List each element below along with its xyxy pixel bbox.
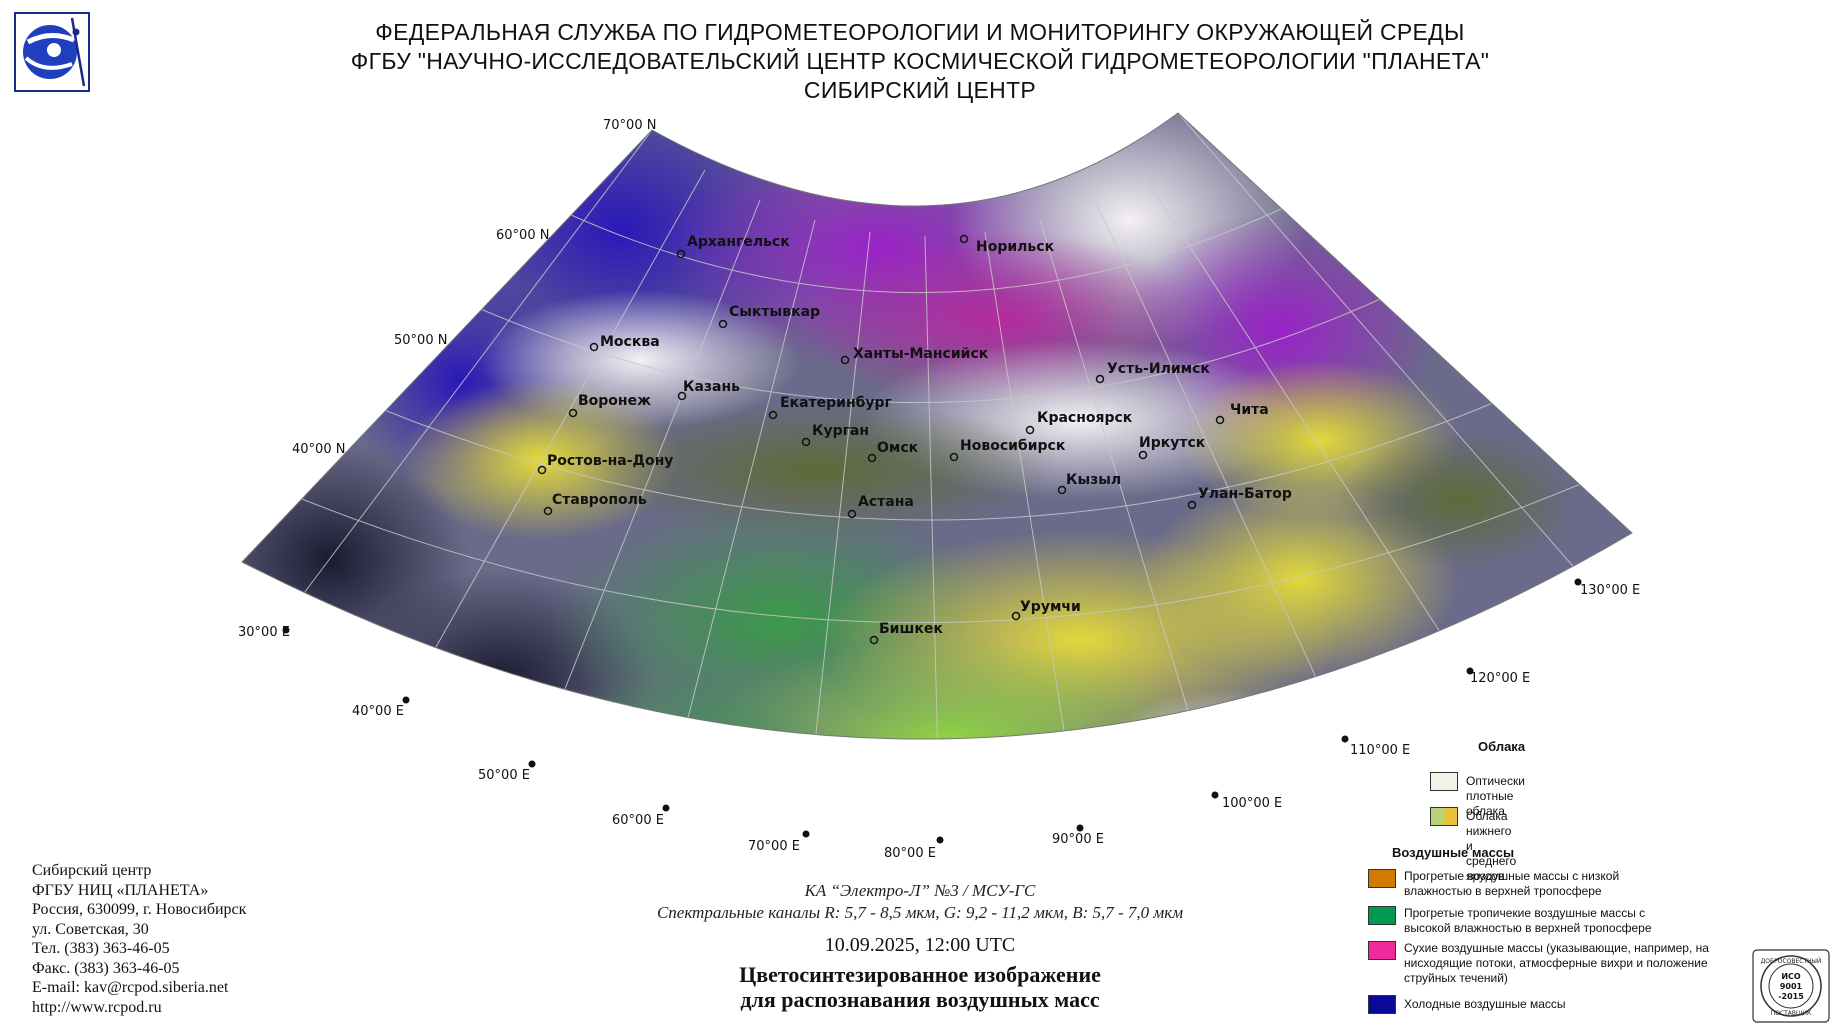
svg-text:ИСО: ИСО — [1781, 972, 1801, 981]
lon-label-120: 120°00 E — [1470, 671, 1530, 686]
planeta-logo — [14, 12, 90, 92]
satellite-info: КА “Электро-Л” №3 / МСУ-ГС Спектральные … — [560, 880, 1280, 924]
city-label: Ростов-на-Дону — [547, 453, 673, 469]
city-label: Ханты-Мансийск — [853, 346, 989, 362]
city-label: Кызыл — [1066, 472, 1121, 488]
image-datetime: 10.09.2025, 12:00 UTC — [824, 934, 1016, 956]
city-label: Екатеринбург — [780, 395, 892, 411]
lat-label-60: 60°00 N — [496, 228, 549, 243]
city-label: Астана — [858, 494, 914, 510]
city-label: Воронеж — [578, 393, 651, 409]
legend-swatch-dry-air — [1368, 941, 1396, 960]
lon-label-90: 90°00 E — [1052, 832, 1104, 847]
legend-label: Прогретые тропичекие воздушные массы с в… — [1404, 906, 1652, 935]
city-label: Норильск — [976, 239, 1055, 255]
legend-swatch-dense-clouds — [1430, 772, 1458, 791]
title-line-1: Цветосинтезированное изображение — [739, 962, 1101, 987]
lon-label-80: 80°00 E — [884, 846, 936, 861]
organization-header: ФЕДЕРАЛЬНАЯ СЛУЖБА ПО ГИДРОМЕТЕОРОЛОГИИ … — [200, 18, 1640, 105]
legend-swatch-low-mid-clouds — [1430, 807, 1458, 826]
spectral-channels: Спектральные каналы R: 5,7 - 8,5 мкм, G:… — [656, 903, 1184, 922]
header-line-3: СИБИРСКИЙ ЦЕНТР — [803, 77, 1037, 103]
info-line: Россия, 630099, г. Новосибирск — [32, 901, 247, 918]
website-link[interactable]: http://www.rcpod.ru — [32, 998, 162, 1016]
city-label: Бишкек — [879, 621, 943, 637]
lon-label-60: 60°00 E — [612, 813, 664, 828]
city-label: Урумчи — [1020, 599, 1081, 615]
graticule — [279, 113, 1591, 740]
info-line: ФГБУ НИЦ «ПЛАНЕТА» — [32, 881, 209, 899]
legend-label: Прогретые воздушные массы с низкой влажн… — [1404, 869, 1620, 898]
city-label: Омск — [877, 440, 919, 456]
lon-label-30: 30°00 E — [238, 625, 290, 640]
city-labels: Архангельск Норильск Сыктывкар Москва Ха… — [547, 234, 1292, 637]
info-line: Тел. (383) 363-46-05 — [32, 940, 170, 957]
legend-item: Холодные воздушные массы — [1368, 995, 1748, 1014]
lat-label-40: 40°00 N — [292, 442, 345, 457]
city-label: Курган — [812, 423, 869, 439]
city-label: Красноярск — [1037, 410, 1133, 426]
legend-label: Оптически плотные облака — [1466, 774, 1525, 818]
legend-airmass-heading: Воздушные массы — [1392, 845, 1515, 860]
title-line-2: для распознавания воздушных масс — [740, 987, 1100, 1012]
email-link[interactable]: E-mail: kav@rcpod.siberia.net — [32, 979, 229, 996]
city-label: Ставрополь — [552, 492, 647, 508]
svg-text:ДОБРОСОВЕСТНЫЙ: ДОБРОСОВЕСТНЫЙ — [1761, 958, 1822, 965]
info-line: Сибирский центр — [32, 862, 152, 879]
satellite-name: КА “Электро-Л” №3 / МСУ-ГС — [804, 881, 1036, 900]
city-label: Казань — [683, 379, 740, 395]
city-label: Улан-Батор — [1198, 486, 1292, 502]
legend-label: Облака нижнего и среднего ярусов — [1466, 809, 1517, 883]
info-line: ул. Советская, 30 — [32, 920, 149, 938]
lon-label-110: 110°00 E — [1350, 743, 1410, 758]
svg-text:9001: 9001 — [1780, 982, 1803, 991]
lon-label-50: 50°00 E — [478, 768, 530, 783]
lon-label-100: 100°00 E — [1222, 796, 1282, 811]
legend-label: Холодные воздушные массы — [1404, 997, 1566, 1011]
svg-text:-2015: -2015 — [1778, 992, 1804, 1001]
legend-item: Прогретые тропичекие воздушные массы с в… — [1368, 906, 1748, 936]
legend-item: Прогретые воздушные массы с низкой влажн… — [1368, 869, 1748, 899]
city-label: Архангельск — [687, 234, 790, 250]
city-label: Чита — [1230, 402, 1269, 418]
legend-swatch-cold — [1368, 995, 1396, 1014]
legend-swatch-warm-humid — [1368, 906, 1396, 925]
legend-swatch-warm-dry — [1368, 869, 1396, 888]
legend-item: Сухие воздушные массы (указывающие, напр… — [1368, 941, 1748, 986]
lat-label-50: 50°00 N — [394, 333, 447, 348]
city-label: Новосибирск — [960, 438, 1066, 454]
city-markers — [537, 234, 1225, 645]
header-line-2: ФГБУ "НАУЧНО-ИССЛЕДОВАТЕЛЬСКИЙ ЦЕНТР КОС… — [350, 48, 1490, 74]
legend-item: Облака нижнего и среднего ярусов — [1430, 807, 1516, 884]
header-line-1: ФЕДЕРАЛЬНАЯ СЛУЖБА ПО ГИДРОМЕТЕОРОЛОГИИ … — [375, 19, 1465, 45]
image-title: Цветосинтезированное изображение для рас… — [560, 962, 1280, 1012]
longitude-labels: 30°00 E 40°00 E 50°00 E 60°00 E 70°00 E … — [238, 578, 1640, 861]
iso-certification-stamp: ДОБРОСОВЕСТНЫЙ ИСО 9001 -2015 ПОСТАВЩИК — [1752, 949, 1830, 1023]
lon-label-130: 130°00 E — [1580, 583, 1640, 598]
info-line: Факс. (383) 363-46-05 — [32, 959, 180, 977]
lon-label-40: 40°00 E — [352, 704, 404, 719]
imagery-layer — [242, 113, 1632, 740]
latitude-labels: 70°00 N 60°00 N 50°00 N 40°00 N — [292, 118, 656, 457]
svg-text:ПОСТАВЩИК: ПОСТАВЩИК — [1771, 1010, 1812, 1017]
city-label: Иркутск — [1139, 435, 1206, 451]
city-label: Москва — [600, 334, 660, 350]
contact-info: Сибирский центр ФГБУ НИЦ «ПЛАНЕТА» Росси… — [32, 861, 246, 1017]
legend-label: Сухие воздушные массы (указывающие, напр… — [1404, 941, 1709, 985]
legend-item: Оптически плотные облака — [1430, 772, 1525, 819]
legend-clouds-heading: Облака — [1478, 739, 1526, 754]
city-label: Усть-Илимск — [1107, 361, 1210, 377]
lon-label-70: 70°00 E — [748, 839, 800, 854]
lat-label-70: 70°00 N — [603, 118, 656, 133]
city-label: Сыктывкар — [729, 304, 820, 320]
